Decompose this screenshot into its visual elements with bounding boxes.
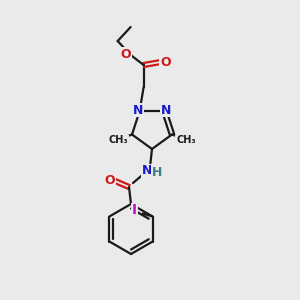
Text: N: N (133, 103, 143, 116)
Text: O: O (120, 47, 131, 61)
Text: H: H (152, 166, 162, 178)
Text: N: N (142, 164, 152, 178)
Text: I: I (132, 203, 137, 218)
Text: O: O (160, 56, 171, 68)
Text: CH₃: CH₃ (176, 136, 196, 146)
Text: CH₃: CH₃ (108, 136, 128, 146)
Text: O: O (105, 173, 115, 187)
Text: N: N (161, 103, 172, 116)
